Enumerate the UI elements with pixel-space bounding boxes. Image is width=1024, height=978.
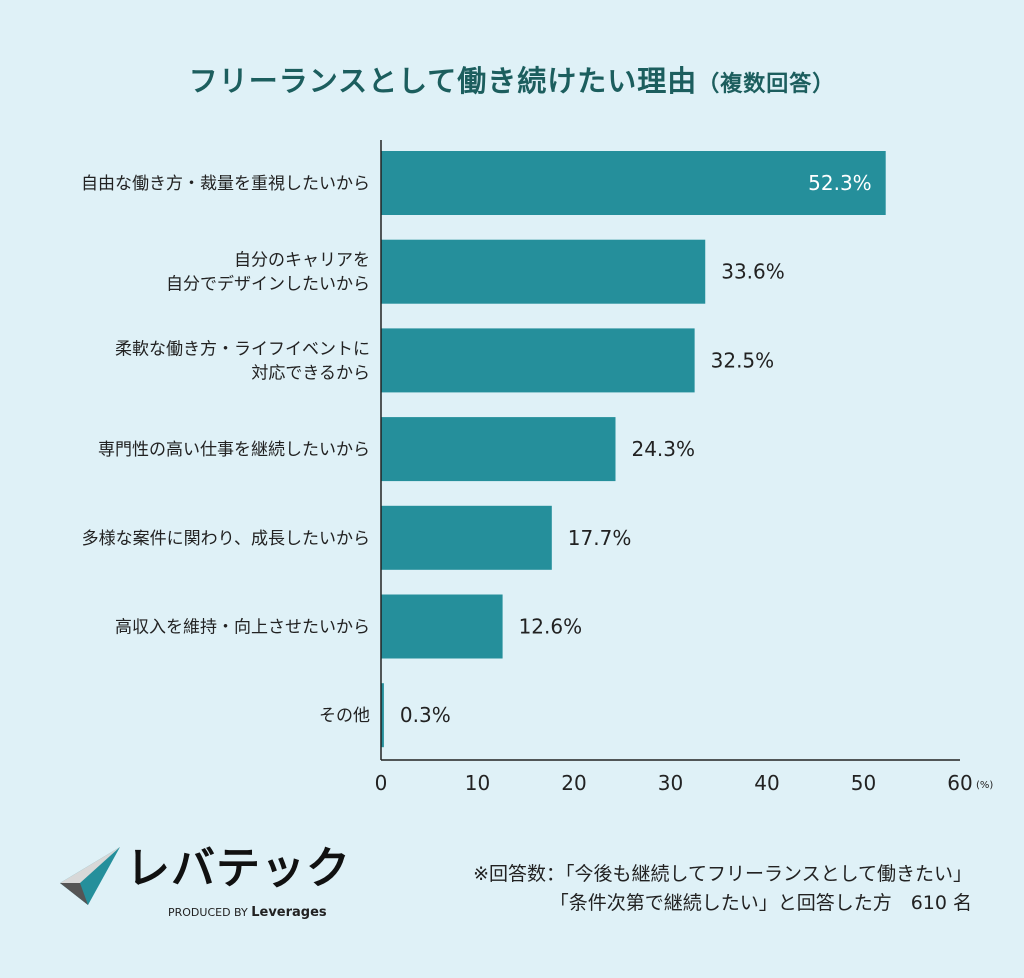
x-unit-label: (%) [976, 780, 993, 791]
brand-text: Leverages [251, 905, 327, 920]
bar [381, 594, 503, 659]
bar [381, 151, 886, 215]
x-tick-label: 20 [561, 771, 586, 795]
bar [381, 239, 706, 304]
footnote-line-1: ※回答数：「今後も継続してフリーランスとして働きたい」 [473, 863, 972, 885]
title-text: フリーランスとして働き続けたい理由 [188, 64, 698, 98]
bar [381, 683, 384, 748]
category-label: 対応できるから [251, 363, 370, 383]
category-label: 多様な案件に関わり、成長したいから [82, 529, 370, 549]
bar [381, 505, 552, 570]
category-label: 柔軟な働き方・ライフイベントに [115, 339, 370, 359]
value-label: 33.6% [721, 260, 785, 284]
x-tick-label: 10 [465, 771, 490, 795]
category-label: 専門性の高い仕事を継続したいから [98, 440, 370, 460]
category-label: 自分のキャリアを [234, 251, 370, 271]
x-tick-label: 60 [947, 771, 972, 795]
category-label: 自分でデザインしたいから [166, 274, 370, 295]
logo-name: レバテック [126, 843, 351, 894]
logo-mark-icon [60, 847, 120, 905]
x-tick-label: 50 [851, 771, 876, 795]
value-label: 24.3% [631, 437, 695, 461]
value-label: 32.5% [711, 348, 775, 372]
category-label: その他 [319, 706, 370, 726]
chart-title: フリーランスとして働き続けたい理由（複数回答） [0, 58, 1024, 100]
category-label: 高収入を維持・向上させたいから [115, 618, 370, 638]
bar [381, 328, 695, 393]
value-label: 0.3% [400, 703, 451, 727]
x-tick-label: 0 [375, 771, 388, 795]
bar-chart: 52.3% 自由な働き方・裁量を重視したいから 33.6% 自分のキャリアを自分でデザ… [81, 140, 993, 795]
levtech-logo: レバテック PRODUCED BY Leverages [58, 845, 350, 925]
x-tick-label: 40 [754, 771, 779, 795]
subtitle-text: （複数回答） [697, 72, 836, 97]
value-label: 52.3% [808, 171, 872, 195]
footnote-line-2: 「条件次第で継続したい」と回答した方 610 名 [549, 892, 972, 914]
bar [381, 417, 616, 482]
value-label: 17.7% [568, 526, 632, 550]
value-label: 12.6% [519, 615, 583, 639]
produced-by-text: PRODUCED BY [168, 906, 248, 919]
footnote: ※回答数：「今後も継続してフリーランスとして働きたい」 「条件次第で継続したい」… [473, 860, 972, 918]
x-tick-label: 30 [658, 771, 683, 795]
category-label: 自由な働き方・裁量を重視したいから [81, 174, 370, 194]
logo-produced-by: PRODUCED BY Leverages [168, 905, 327, 921]
